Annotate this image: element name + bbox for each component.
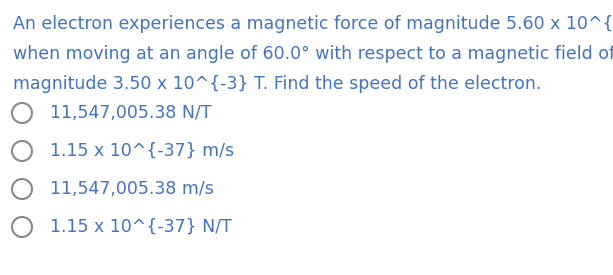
Text: 11,547,005.38 N/T: 11,547,005.38 N/T: [50, 104, 211, 122]
Text: 1.15 x 10^{-37} m/s: 1.15 x 10^{-37} m/s: [50, 142, 234, 160]
Text: An electron experiences a magnetic force of magnitude 5.60 x 10^{-15} N: An electron experiences a magnetic force…: [13, 15, 613, 33]
Text: magnitude 3.50 x 10^{-3} T. Find the speed of the electron.: magnitude 3.50 x 10^{-3} T. Find the spe…: [13, 75, 541, 93]
Text: 1.15 x 10^{-37} N/T: 1.15 x 10^{-37} N/T: [50, 218, 232, 236]
Text: 11,547,005.38 m/s: 11,547,005.38 m/s: [50, 180, 214, 198]
Text: when moving at an angle of 60.0° with respect to a magnetic field of: when moving at an angle of 60.0° with re…: [13, 45, 613, 63]
